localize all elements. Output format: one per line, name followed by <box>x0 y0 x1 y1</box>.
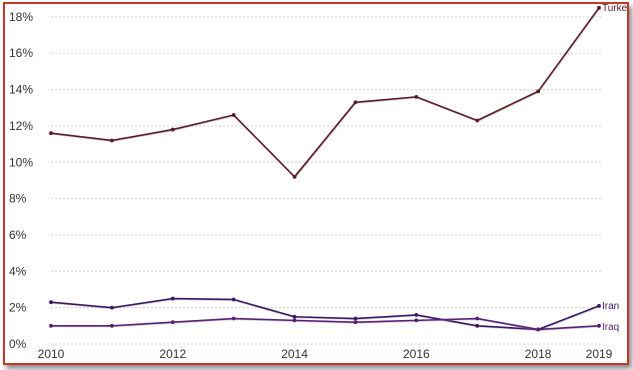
y-tick-label: 6% <box>9 228 27 242</box>
iraq-data-point <box>536 327 541 332</box>
series-labels: Turkey Iran Iraq <box>602 3 632 333</box>
turkey-data-point <box>231 113 236 117</box>
turkey-data-point <box>353 100 358 105</box>
turkey-data-point <box>170 127 175 132</box>
x-tick-label: 2012 <box>159 347 186 361</box>
iran-data-point <box>597 303 601 308</box>
x-tick-label: 2010 <box>38 347 65 361</box>
iran-data-point <box>170 296 175 301</box>
y-tick-label: 12% <box>9 119 33 133</box>
iran-data-point <box>49 300 53 305</box>
series-lines <box>49 5 601 332</box>
x-tick-label: 2019 <box>586 347 613 361</box>
turkey-data-point <box>475 118 480 123</box>
iraq-series-label: Iraq <box>602 322 619 333</box>
x-tick-label: 2014 <box>281 347 308 361</box>
iraq-data-point <box>597 323 601 328</box>
turkey-data-point <box>109 138 114 143</box>
iran-series-label: Iran <box>602 301 619 312</box>
x-axis-tick-labels: 2010 2012 2014 2016 2018 2019 <box>38 347 613 361</box>
turkey-data-point <box>536 89 541 94</box>
turkey-series-line <box>50 7 600 178</box>
y-tick-label: 2% <box>9 301 27 315</box>
iraq-data-point <box>475 316 480 321</box>
y-tick-label: 10% <box>9 155 33 169</box>
iran-data-point <box>292 314 297 319</box>
iraq-data-point <box>109 323 114 328</box>
iran-data-point <box>231 297 236 302</box>
iran-data-point <box>414 313 419 317</box>
x-tick-label: 2018 <box>525 347 552 361</box>
turkey-data-point <box>292 174 297 179</box>
y-tick-label: 4% <box>9 264 27 278</box>
turkey-data-point <box>597 5 601 10</box>
iraq-data-point <box>353 320 358 325</box>
line-chart: 0%2%4%6%8%10%12%14%16%18% 2010 2012 2014 20… <box>9 3 632 361</box>
y-tick-label: 16% <box>9 46 33 60</box>
iraq-data-point <box>414 318 419 323</box>
iran-series-line <box>50 297 600 331</box>
iran-data-point <box>475 323 480 328</box>
y-axis-tick-labels: 0% 2% 4% 6% 8% 10% 12% 14% 16% 18% <box>9 10 33 351</box>
turkey-series-shadow <box>51 8 601 179</box>
chart-frame: 0% 2% 4% 6% 8% 10% 12% 14% 16% 18% 2010 2012 2014 20… <box>3 2 632 365</box>
y-tick-label: 8% <box>9 192 27 206</box>
y-tick-label: 14% <box>9 83 33 97</box>
iraq-data-point <box>231 316 236 321</box>
iran-data-point <box>109 305 114 310</box>
iran-data-point <box>353 316 358 321</box>
iraq-series-line <box>51 317 600 331</box>
iraq-data-point <box>49 323 53 328</box>
iraq-data-point <box>170 320 175 325</box>
turkey-data-point <box>414 94 419 99</box>
turkey-data-point <box>49 131 53 136</box>
x-tick-label: 2016 <box>403 347 430 361</box>
turkey-series-label: Turkey <box>602 4 627 14</box>
y-tick-label: 0% <box>9 337 27 351</box>
y-tick-label: 18% <box>9 10 33 24</box>
iraq-data-point <box>292 318 297 323</box>
grid <box>51 16 603 345</box>
